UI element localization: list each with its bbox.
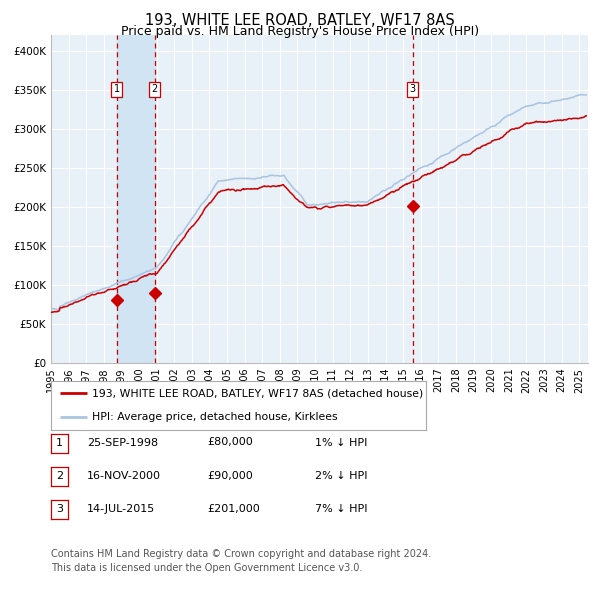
Text: 3: 3	[56, 504, 63, 514]
Text: Contains HM Land Registry data © Crown copyright and database right 2024.: Contains HM Land Registry data © Crown c…	[51, 549, 431, 559]
Text: 193, WHITE LEE ROAD, BATLEY, WF17 8AS: 193, WHITE LEE ROAD, BATLEY, WF17 8AS	[145, 13, 455, 28]
Text: 14-JUL-2015: 14-JUL-2015	[87, 504, 155, 513]
Text: 193, WHITE LEE ROAD, BATLEY, WF17 8AS (detached house): 193, WHITE LEE ROAD, BATLEY, WF17 8AS (d…	[92, 388, 424, 398]
Bar	[116, 35, 155, 363]
Text: 1: 1	[56, 438, 63, 448]
Text: 2% ↓ HPI: 2% ↓ HPI	[315, 471, 367, 480]
Text: 1: 1	[113, 84, 120, 94]
Text: 2: 2	[151, 84, 158, 94]
Text: HPI: Average price, detached house, Kirklees: HPI: Average price, detached house, Kirk…	[92, 412, 338, 422]
Text: £201,000: £201,000	[207, 504, 260, 513]
Text: £80,000: £80,000	[207, 438, 253, 447]
Text: 1% ↓ HPI: 1% ↓ HPI	[315, 438, 367, 447]
Text: Price paid vs. HM Land Registry's House Price Index (HPI): Price paid vs. HM Land Registry's House …	[121, 25, 479, 38]
Text: 2: 2	[56, 471, 63, 481]
Text: This data is licensed under the Open Government Licence v3.0.: This data is licensed under the Open Gov…	[51, 563, 362, 573]
Text: 7% ↓ HPI: 7% ↓ HPI	[315, 504, 367, 513]
Text: 25-SEP-1998: 25-SEP-1998	[87, 438, 158, 447]
Text: 16-NOV-2000: 16-NOV-2000	[87, 471, 161, 480]
Text: £90,000: £90,000	[207, 471, 253, 480]
Text: 3: 3	[410, 84, 416, 94]
